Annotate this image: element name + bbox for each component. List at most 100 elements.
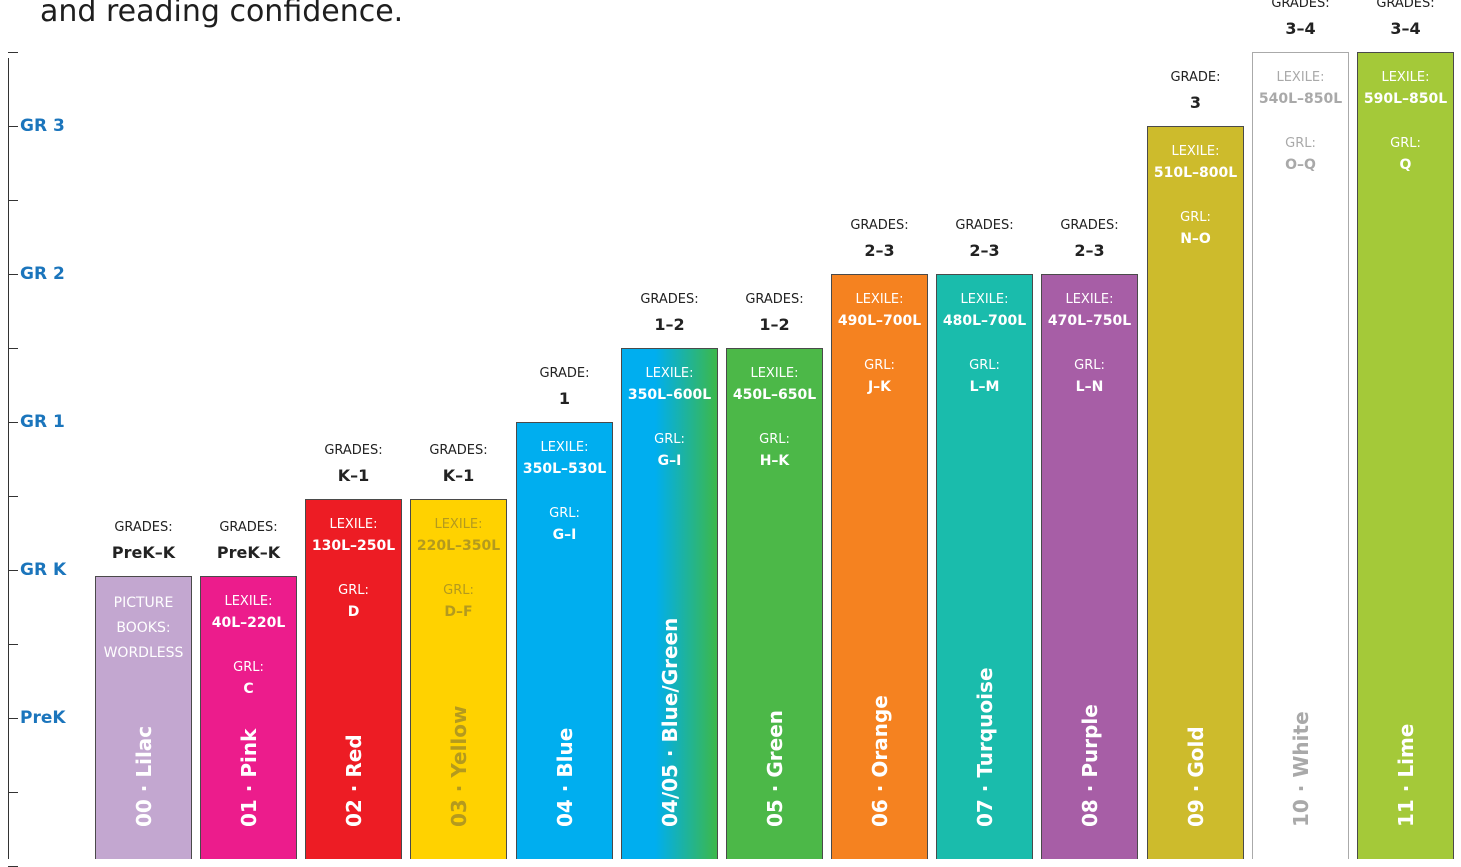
- lexile-caption: LEXILE:: [540, 440, 589, 455]
- grl-value: L–N: [1075, 379, 1104, 395]
- bar: LEXILE: 130L–250L GRL: D 02 · Red: [305, 499, 402, 859]
- bar: LEXILE: 590L–850L GRL: Q 11 · Lime: [1357, 52, 1454, 859]
- grade-value: 3–4: [1285, 19, 1316, 38]
- bar: LEXILE: 40L–220L GRL: C 01 · Pink: [200, 576, 297, 859]
- y-tick-label: GR 1: [20, 412, 65, 432]
- y-tick-label: GR K: [20, 560, 67, 580]
- grl-caption: GRL:: [864, 358, 895, 373]
- grl-value: D–F: [444, 604, 473, 620]
- y-tick: [8, 126, 18, 127]
- lexile-value: 350L–530L: [522, 461, 607, 477]
- bar: PICTURE BOOKS: WORDLESS 00 · Lilac: [95, 576, 192, 859]
- bar: LEXILE: 220L–350L GRL: D–F 03 · Yellow: [410, 499, 507, 859]
- y-tick: [8, 422, 18, 423]
- y-tick-label: GR 3: [20, 116, 65, 136]
- grade-caption: GRADES:: [114, 520, 173, 535]
- intro-text: and reading confidence.: [40, 0, 404, 29]
- lexile-value: 510L–800L: [1153, 165, 1238, 181]
- bar-color-name: 10 · White: [1288, 711, 1313, 827]
- lexile-caption: LEXILE:: [855, 292, 904, 307]
- grl-caption: GRL:: [1285, 136, 1316, 151]
- grade-caption: GRADES:: [1060, 218, 1119, 233]
- lexile-caption: LEXILE:: [1276, 70, 1325, 85]
- lexile-value: 540L–850L: [1258, 91, 1343, 107]
- grl-value: G–I: [657, 453, 682, 469]
- grl-value: G–I: [552, 527, 577, 543]
- grade-value: 1–2: [759, 315, 790, 334]
- grade-value: 3–4: [1390, 19, 1421, 38]
- lexile-caption: LEXILE:: [750, 366, 799, 381]
- grl-value: N–O: [1180, 231, 1211, 247]
- lexile-caption: LEXILE:: [224, 594, 273, 609]
- bar-color-name: 00 · Lilac: [131, 725, 156, 827]
- picture-books-label: PICTURE BOOKS: WORDLESS: [103, 595, 184, 661]
- bar-color-name: 04/05 · Blue/Green: [657, 617, 682, 827]
- lexile-caption: LEXILE:: [329, 517, 378, 532]
- lexile-caption: LEXILE:: [1381, 70, 1430, 85]
- lexile-caption: LEXILE:: [960, 292, 1009, 307]
- bar: LEXILE: 470L–750L GRL: L–N 08 · Purple: [1041, 274, 1138, 859]
- lexile-value: 350L–600L: [627, 387, 712, 403]
- bar: LEXILE: 510L–800L GRL: N–O 09 · Gold: [1147, 126, 1244, 859]
- y-tick: [8, 792, 18, 793]
- grade-caption: GRADES:: [429, 443, 488, 458]
- lexile-caption: LEXILE:: [1171, 144, 1220, 159]
- grade-caption: GRADES:: [324, 443, 383, 458]
- grade-caption: GRADE:: [539, 366, 590, 381]
- y-tick-label: PreK: [20, 708, 66, 728]
- lexile-caption: LEXILE:: [1065, 292, 1114, 307]
- y-tick-label: GR 2: [20, 264, 65, 284]
- bar-color-name: 05 · Green: [762, 709, 787, 827]
- grl-value: J–K: [867, 379, 892, 395]
- y-tick: [8, 200, 18, 201]
- y-tick: [8, 644, 18, 645]
- lexile-value: 470L–750L: [1047, 313, 1132, 329]
- grade-value: 1: [558, 389, 571, 408]
- grl-value: O–Q: [1285, 157, 1316, 173]
- bar-color-name: 02 · Red: [341, 734, 366, 827]
- bar: LEXILE: 350L–530L GRL: G–I 04 · Blue: [516, 422, 613, 859]
- bar: LEXILE: 480L–700L GRL: L–M 07 · Turquoise: [936, 274, 1033, 859]
- bar-color-name: 03 · Yellow: [446, 705, 471, 828]
- y-tick: [8, 348, 18, 349]
- grl-caption: GRL:: [1390, 136, 1421, 151]
- grl-caption: GRL:: [443, 583, 474, 598]
- grade-caption: GRADES:: [640, 292, 699, 307]
- y-tick: [8, 496, 18, 497]
- lexile-value: 40L–220L: [211, 615, 286, 631]
- y-axis-line: [8, 58, 9, 859]
- grade-caption: GRADES:: [955, 218, 1014, 233]
- grl-caption: GRL:: [759, 432, 790, 447]
- bar: LEXILE: 540L–850L GRL: O–Q 10 · White: [1252, 52, 1349, 859]
- grade-value: 3: [1189, 93, 1202, 112]
- grl-caption: GRL:: [549, 506, 580, 521]
- lexile-value: 450L–650L: [732, 387, 817, 403]
- lexile-value: 130L–250L: [311, 538, 396, 554]
- grade-caption: GRADES:: [745, 292, 804, 307]
- y-tick: [8, 718, 18, 719]
- grl-value: D: [347, 604, 360, 620]
- grl-caption: GRL:: [969, 358, 1000, 373]
- lexile-caption: LEXILE:: [434, 517, 483, 532]
- lexile-value: 590L–850L: [1363, 91, 1448, 107]
- grade-value: K–1: [337, 466, 370, 485]
- grade-value: 2–3: [864, 241, 895, 260]
- lexile-value: 490L–700L: [837, 313, 922, 329]
- bar-color-name: 08 · Purple: [1077, 704, 1102, 827]
- lexile-value: 480L–700L: [942, 313, 1027, 329]
- lexile-caption: LEXILE:: [645, 366, 694, 381]
- y-tick: [8, 274, 18, 275]
- bar-color-name: 07 · Turquoise: [972, 667, 997, 827]
- y-tick: [8, 52, 18, 53]
- bar: LEXILE: 490L–700L GRL: J–K 06 · Orange: [831, 274, 928, 859]
- bar-color-name: 04 · Blue: [552, 727, 577, 827]
- grade-value: 2–3: [1074, 241, 1105, 260]
- grade-caption: GRADES:: [1376, 0, 1435, 11]
- grl-value: Q: [1399, 157, 1412, 173]
- bar: LEXILE: 350L–600L GRL: G–I 04/05 · Blue/Gree…: [621, 348, 718, 859]
- bar-color-name: 11 · Lime: [1393, 723, 1418, 827]
- grl-caption: GRL:: [654, 432, 685, 447]
- grade-caption: GRADES:: [219, 520, 278, 535]
- grade-caption: GRADES:: [850, 218, 909, 233]
- grade-value: 1–2: [654, 315, 685, 334]
